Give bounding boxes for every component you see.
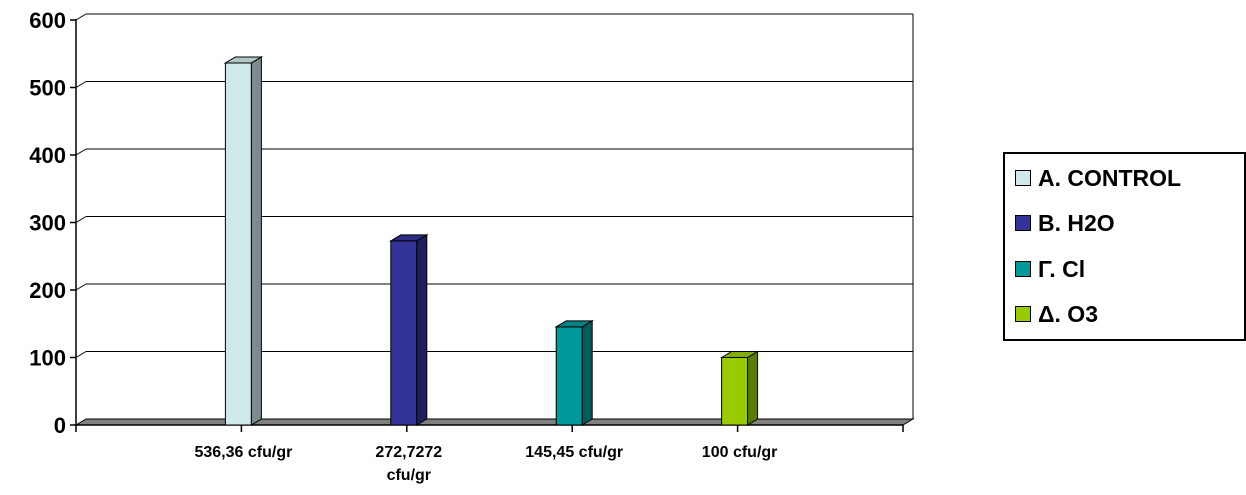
y-tick-label: 500: [29, 76, 66, 101]
legend-item-cl: Γ. Cl: [1015, 254, 1085, 284]
gridline-depth: [75, 283, 87, 291]
x-category-labels: 536,36 cfu/gr 272,7272 cfu/gr 145,45 cfu/gr…: [194, 444, 777, 484]
bar: [554, 319, 595, 426]
y-tick-labels: 0 100 200 300 400 500 600: [29, 8, 66, 438]
legend-swatch-control: [1015, 170, 1031, 186]
legend-item-control: A. CONTROL: [1015, 163, 1181, 193]
gridlines: [75, 13, 914, 419]
gridline-depth: [75, 81, 87, 88]
legend-item-h2o: B. H2O: [1015, 208, 1115, 238]
gridline-depth: [75, 13, 87, 21]
floor: [74, 418, 915, 426]
y-tick-label: 0: [54, 413, 66, 438]
y-tick-label: 300: [29, 211, 66, 236]
gridline-depth: [75, 148, 87, 156]
bar: [388, 234, 429, 426]
legend-swatch-h2o: [1015, 215, 1031, 231]
x-category-label: 145,45 cfu/gr: [525, 444, 623, 461]
bars: [223, 56, 760, 426]
y-tick-label: 100: [29, 346, 66, 371]
bar: [719, 350, 760, 426]
x-category-label: 272,7272: [375, 444, 442, 461]
legend-label-o3: Δ. O3: [1038, 300, 1098, 327]
legend-label-h2o: B. H2O: [1038, 209, 1115, 236]
y-tick-label: 600: [29, 8, 66, 33]
x-category-label: 536,36 cfu/gr: [194, 444, 292, 461]
legend-label-control: A. CONTROL: [1038, 164, 1182, 191]
x-category-label: cfu/gr: [387, 467, 431, 484]
legend: A. CONTROL B. H2O Γ. Cl Δ. O3: [1003, 152, 1246, 341]
y-tick-label: 200: [29, 278, 66, 303]
axes: [70, 19, 904, 432]
legend-label-cl: Γ. Cl: [1038, 255, 1086, 282]
legend-swatch-o3: [1015, 306, 1031, 322]
y-tick-label: 400: [29, 143, 66, 168]
gridline-depth: [75, 351, 87, 358]
x-category-label: 100 cfu/gr: [702, 444, 778, 461]
gridline-depth: [75, 216, 87, 223]
bar: [223, 56, 264, 426]
chart-floor: [74, 418, 915, 426]
legend-item-o3: Δ. O3: [1015, 299, 1098, 329]
legend-swatch-cl: [1015, 261, 1031, 277]
